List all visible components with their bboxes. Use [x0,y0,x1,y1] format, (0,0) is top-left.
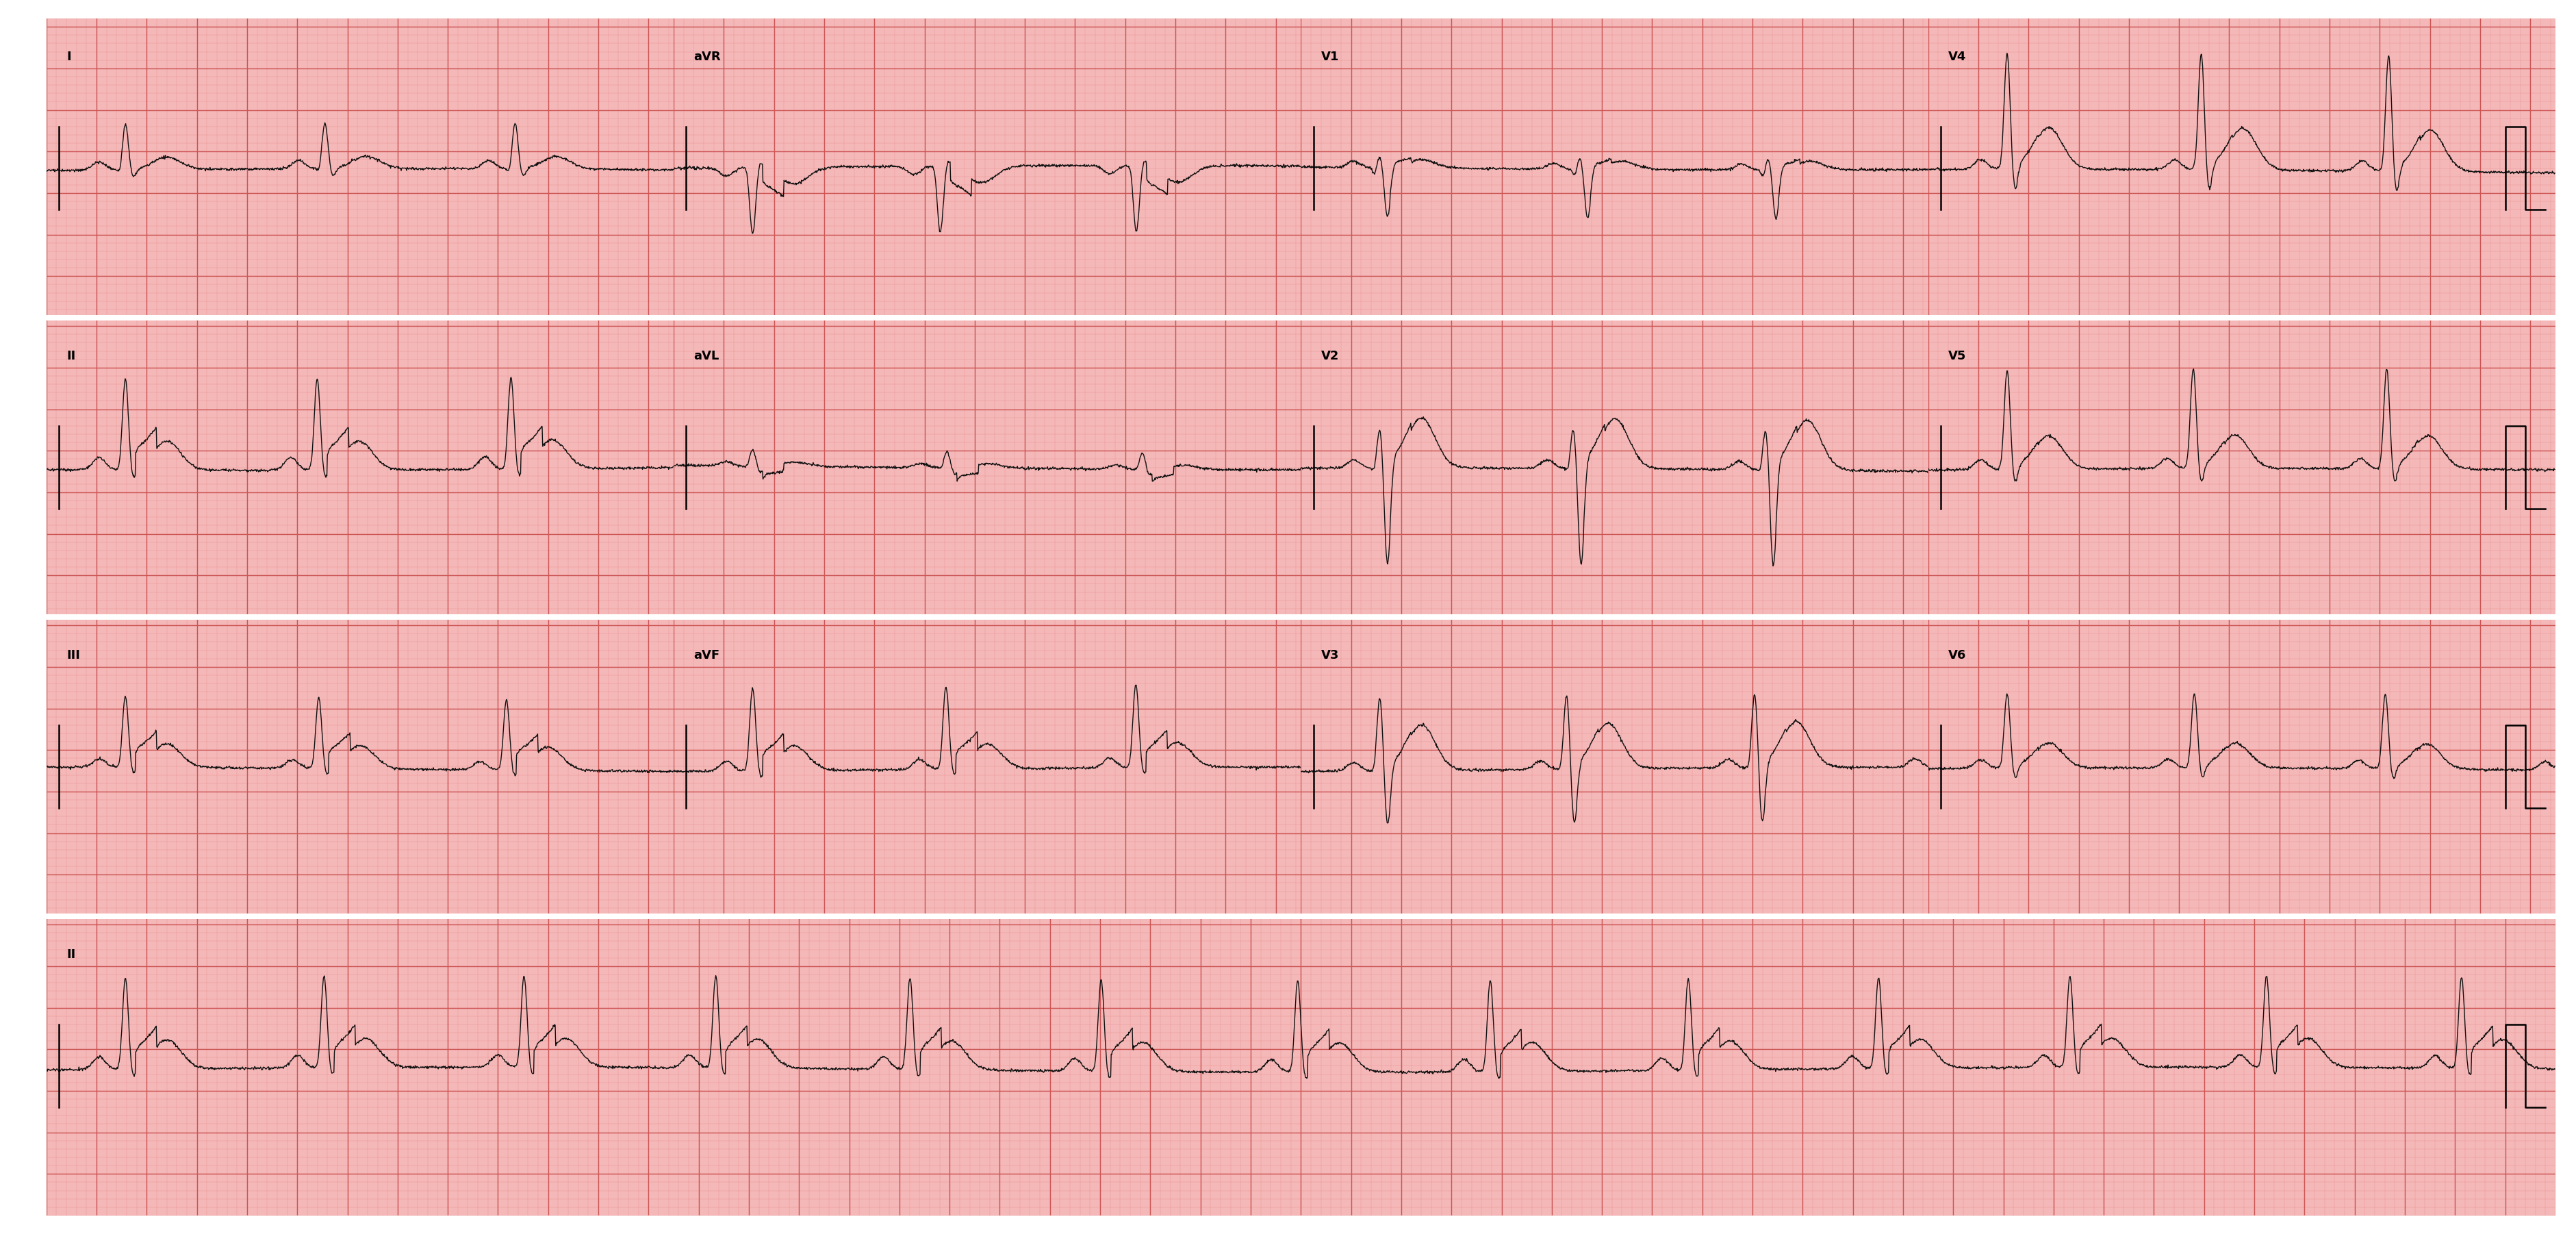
Text: V5: V5 [1947,350,1965,363]
Text: V4: V4 [1947,51,1965,63]
Text: V1: V1 [1321,51,1340,63]
Text: aVR: aVR [693,51,721,63]
Text: V3: V3 [1321,649,1340,661]
Text: II: II [67,350,75,363]
Text: aVL: aVL [693,350,719,363]
Text: V6: V6 [1947,649,1965,661]
Text: V2: V2 [1321,350,1340,363]
Text: II: II [67,949,75,961]
Text: I: I [67,51,72,63]
Text: III: III [67,649,80,661]
Text: aVF: aVF [693,649,719,661]
